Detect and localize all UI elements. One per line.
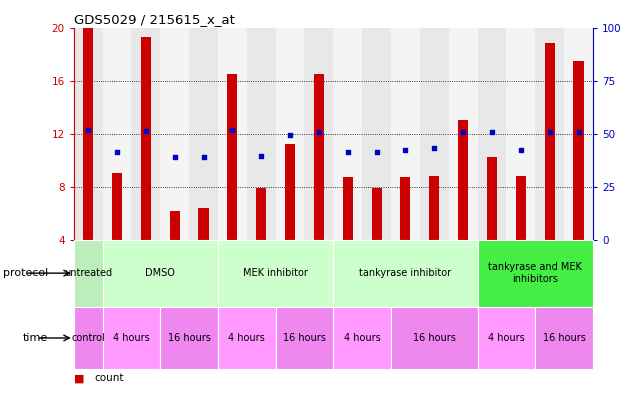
Text: 4 hours: 4 hours (113, 333, 150, 343)
Bar (218, 240, 333, 307)
Text: DMSO: DMSO (146, 268, 175, 278)
Point (574, 129, 584, 136)
Text: control: control (71, 333, 105, 343)
Text: 16 hours: 16 hours (413, 333, 456, 343)
Bar (276, 28, 304, 240)
Bar (74, 240, 103, 307)
Point (545, 129, 555, 136)
Bar (228, 74, 237, 240)
Bar (256, 188, 266, 240)
Point (515, 146, 526, 152)
Text: ■: ■ (74, 373, 84, 383)
Bar (506, 28, 535, 240)
Text: tankyrase and MEK
inhibitors: tankyrase and MEK inhibitors (488, 263, 582, 284)
Bar (516, 176, 526, 240)
Bar (103, 307, 160, 369)
Bar (535, 307, 593, 369)
Bar (458, 120, 468, 240)
Text: 4 hours: 4 hours (228, 333, 265, 343)
Bar (420, 28, 449, 240)
Bar (160, 307, 218, 369)
Bar (103, 28, 131, 240)
Bar (170, 211, 179, 240)
Point (140, 128, 151, 134)
Bar (487, 158, 497, 240)
Text: GDS5029 / 215615_x_at: GDS5029 / 215615_x_at (74, 13, 235, 26)
Point (256, 153, 267, 159)
Bar (545, 43, 554, 240)
Bar (74, 28, 103, 240)
Bar (478, 307, 535, 369)
Text: MEK inhibitor: MEK inhibitor (243, 268, 308, 278)
Point (429, 145, 440, 151)
Bar (429, 176, 439, 240)
Point (199, 154, 209, 161)
Bar (478, 28, 506, 240)
Point (83, 127, 94, 133)
Text: tankyrase inhibitor: tankyrase inhibitor (360, 268, 451, 278)
Bar (304, 28, 333, 240)
Point (458, 129, 468, 136)
Text: 4 hours: 4 hours (488, 333, 525, 343)
Point (314, 129, 324, 136)
Point (169, 154, 179, 161)
Bar (333, 307, 391, 369)
Bar (535, 28, 564, 240)
Bar (333, 28, 362, 240)
Bar (333, 240, 478, 307)
Bar (362, 28, 391, 240)
Bar (391, 307, 478, 369)
Bar (314, 74, 324, 240)
Bar (141, 37, 151, 240)
Bar (343, 177, 353, 240)
Bar (391, 28, 420, 240)
Point (112, 149, 122, 155)
Bar (449, 28, 478, 240)
Point (285, 132, 295, 138)
Bar (189, 28, 218, 240)
Text: 4 hours: 4 hours (344, 333, 381, 343)
Bar (160, 28, 189, 240)
Text: 16 hours: 16 hours (168, 333, 210, 343)
Bar (478, 240, 593, 307)
Point (372, 149, 382, 155)
Text: 16 hours: 16 hours (283, 333, 326, 343)
Bar (247, 28, 276, 240)
Text: untreated: untreated (64, 268, 112, 278)
Bar (112, 173, 122, 240)
Point (400, 146, 410, 152)
Bar (103, 240, 218, 307)
Text: 16 hours: 16 hours (543, 333, 585, 343)
Bar (285, 144, 295, 240)
Bar (218, 307, 276, 369)
Point (228, 127, 238, 133)
Bar (218, 28, 247, 240)
Text: protocol: protocol (3, 268, 48, 278)
Point (487, 129, 497, 136)
Bar (372, 188, 381, 240)
Bar (564, 28, 593, 240)
Text: time: time (23, 333, 48, 343)
Bar (131, 28, 160, 240)
Point (342, 149, 353, 155)
Bar (401, 177, 410, 240)
Bar (199, 208, 208, 240)
Bar (574, 61, 583, 240)
Text: count: count (94, 373, 124, 383)
Bar (83, 28, 93, 240)
Bar (276, 307, 333, 369)
Bar (74, 307, 103, 369)
